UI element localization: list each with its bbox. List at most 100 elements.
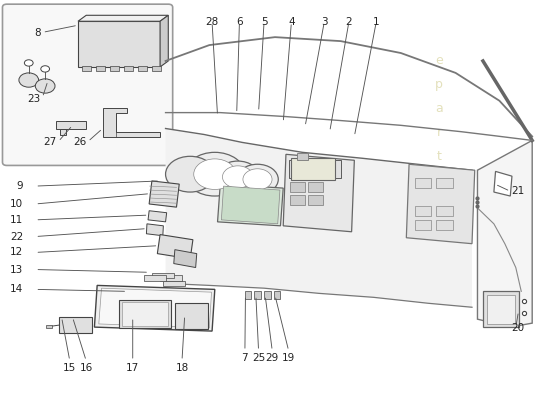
Polygon shape — [283, 154, 354, 232]
Polygon shape — [494, 171, 512, 196]
Bar — [415, 220, 431, 230]
Bar — [56, 120, 86, 129]
Circle shape — [24, 60, 33, 66]
Text: a passion for parts: a passion for parts — [173, 273, 289, 286]
Text: 23: 23 — [28, 94, 41, 104]
Bar — [119, 300, 171, 328]
Bar — [274, 291, 280, 299]
Bar — [175, 303, 208, 329]
Text: 25: 25 — [252, 353, 265, 363]
Bar — [290, 182, 305, 192]
Text: 4: 4 — [288, 17, 295, 27]
Text: 6: 6 — [236, 17, 243, 27]
Polygon shape — [78, 21, 160, 67]
Bar — [264, 291, 271, 299]
Polygon shape — [477, 140, 532, 327]
Polygon shape — [95, 286, 215, 331]
Text: 7: 7 — [241, 353, 248, 363]
Bar — [122, 302, 168, 326]
Text: r: r — [437, 126, 442, 139]
Circle shape — [194, 159, 236, 190]
Bar — [292, 158, 335, 180]
Text: 10: 10 — [10, 199, 23, 209]
Bar — [96, 66, 105, 71]
Text: 12: 12 — [10, 248, 23, 258]
Text: 21: 21 — [512, 186, 525, 196]
Polygon shape — [103, 108, 160, 137]
Polygon shape — [149, 181, 179, 207]
Bar — [60, 128, 66, 135]
Polygon shape — [157, 234, 193, 259]
Polygon shape — [160, 15, 168, 67]
Text: 8: 8 — [34, 28, 41, 38]
Polygon shape — [148, 211, 167, 222]
Bar — [290, 195, 305, 205]
Bar — [110, 66, 119, 71]
Text: 16: 16 — [80, 363, 93, 373]
Circle shape — [222, 166, 253, 188]
Bar — [46, 325, 52, 328]
Bar — [487, 294, 515, 324]
Circle shape — [185, 152, 245, 196]
Text: 29: 29 — [266, 353, 279, 363]
Circle shape — [35, 79, 55, 93]
Text: 14: 14 — [10, 284, 23, 294]
Text: 15: 15 — [63, 363, 76, 373]
Bar — [144, 275, 166, 280]
Text: p: p — [435, 78, 443, 91]
Bar — [152, 273, 174, 278]
Circle shape — [216, 161, 260, 193]
Bar — [160, 275, 182, 280]
Bar — [59, 317, 92, 333]
Text: 18: 18 — [175, 363, 189, 373]
Text: e: e — [435, 54, 443, 68]
Polygon shape — [146, 224, 163, 236]
Polygon shape — [218, 184, 283, 226]
Bar — [152, 66, 161, 71]
Circle shape — [166, 156, 215, 192]
Bar — [254, 291, 261, 299]
Text: 28: 28 — [206, 17, 219, 27]
Text: 9: 9 — [16, 181, 23, 191]
Bar — [415, 178, 431, 188]
Bar — [437, 178, 453, 188]
Text: 20: 20 — [512, 323, 525, 333]
Text: s: s — [436, 174, 442, 187]
Circle shape — [19, 73, 38, 87]
Bar — [308, 195, 323, 205]
Text: 13: 13 — [10, 264, 23, 274]
Text: 5: 5 — [261, 17, 267, 27]
Text: t: t — [437, 150, 442, 163]
Bar — [289, 160, 340, 178]
Bar — [437, 220, 453, 230]
Polygon shape — [174, 250, 197, 268]
Bar — [308, 182, 323, 192]
Circle shape — [236, 164, 278, 194]
Circle shape — [41, 66, 50, 72]
Polygon shape — [166, 128, 472, 307]
Polygon shape — [99, 288, 212, 328]
FancyBboxPatch shape — [3, 4, 173, 166]
Bar — [138, 66, 147, 71]
Bar — [297, 153, 308, 160]
Text: 3: 3 — [321, 17, 328, 27]
Bar — [437, 206, 453, 216]
Text: a: a — [435, 102, 443, 115]
Text: 27: 27 — [43, 138, 56, 148]
Polygon shape — [406, 164, 475, 244]
Text: 1: 1 — [373, 17, 380, 27]
Bar — [124, 66, 133, 71]
Bar — [483, 291, 519, 327]
Bar — [415, 206, 431, 216]
Bar — [82, 66, 91, 71]
Text: 2: 2 — [345, 17, 352, 27]
Bar — [245, 291, 251, 299]
Text: 11: 11 — [10, 215, 23, 225]
Text: 19: 19 — [282, 353, 295, 363]
Text: 22: 22 — [10, 232, 23, 242]
Polygon shape — [221, 186, 280, 224]
Circle shape — [243, 169, 272, 190]
Text: 26: 26 — [73, 138, 86, 148]
Text: 17: 17 — [126, 363, 139, 373]
Bar — [163, 281, 185, 286]
